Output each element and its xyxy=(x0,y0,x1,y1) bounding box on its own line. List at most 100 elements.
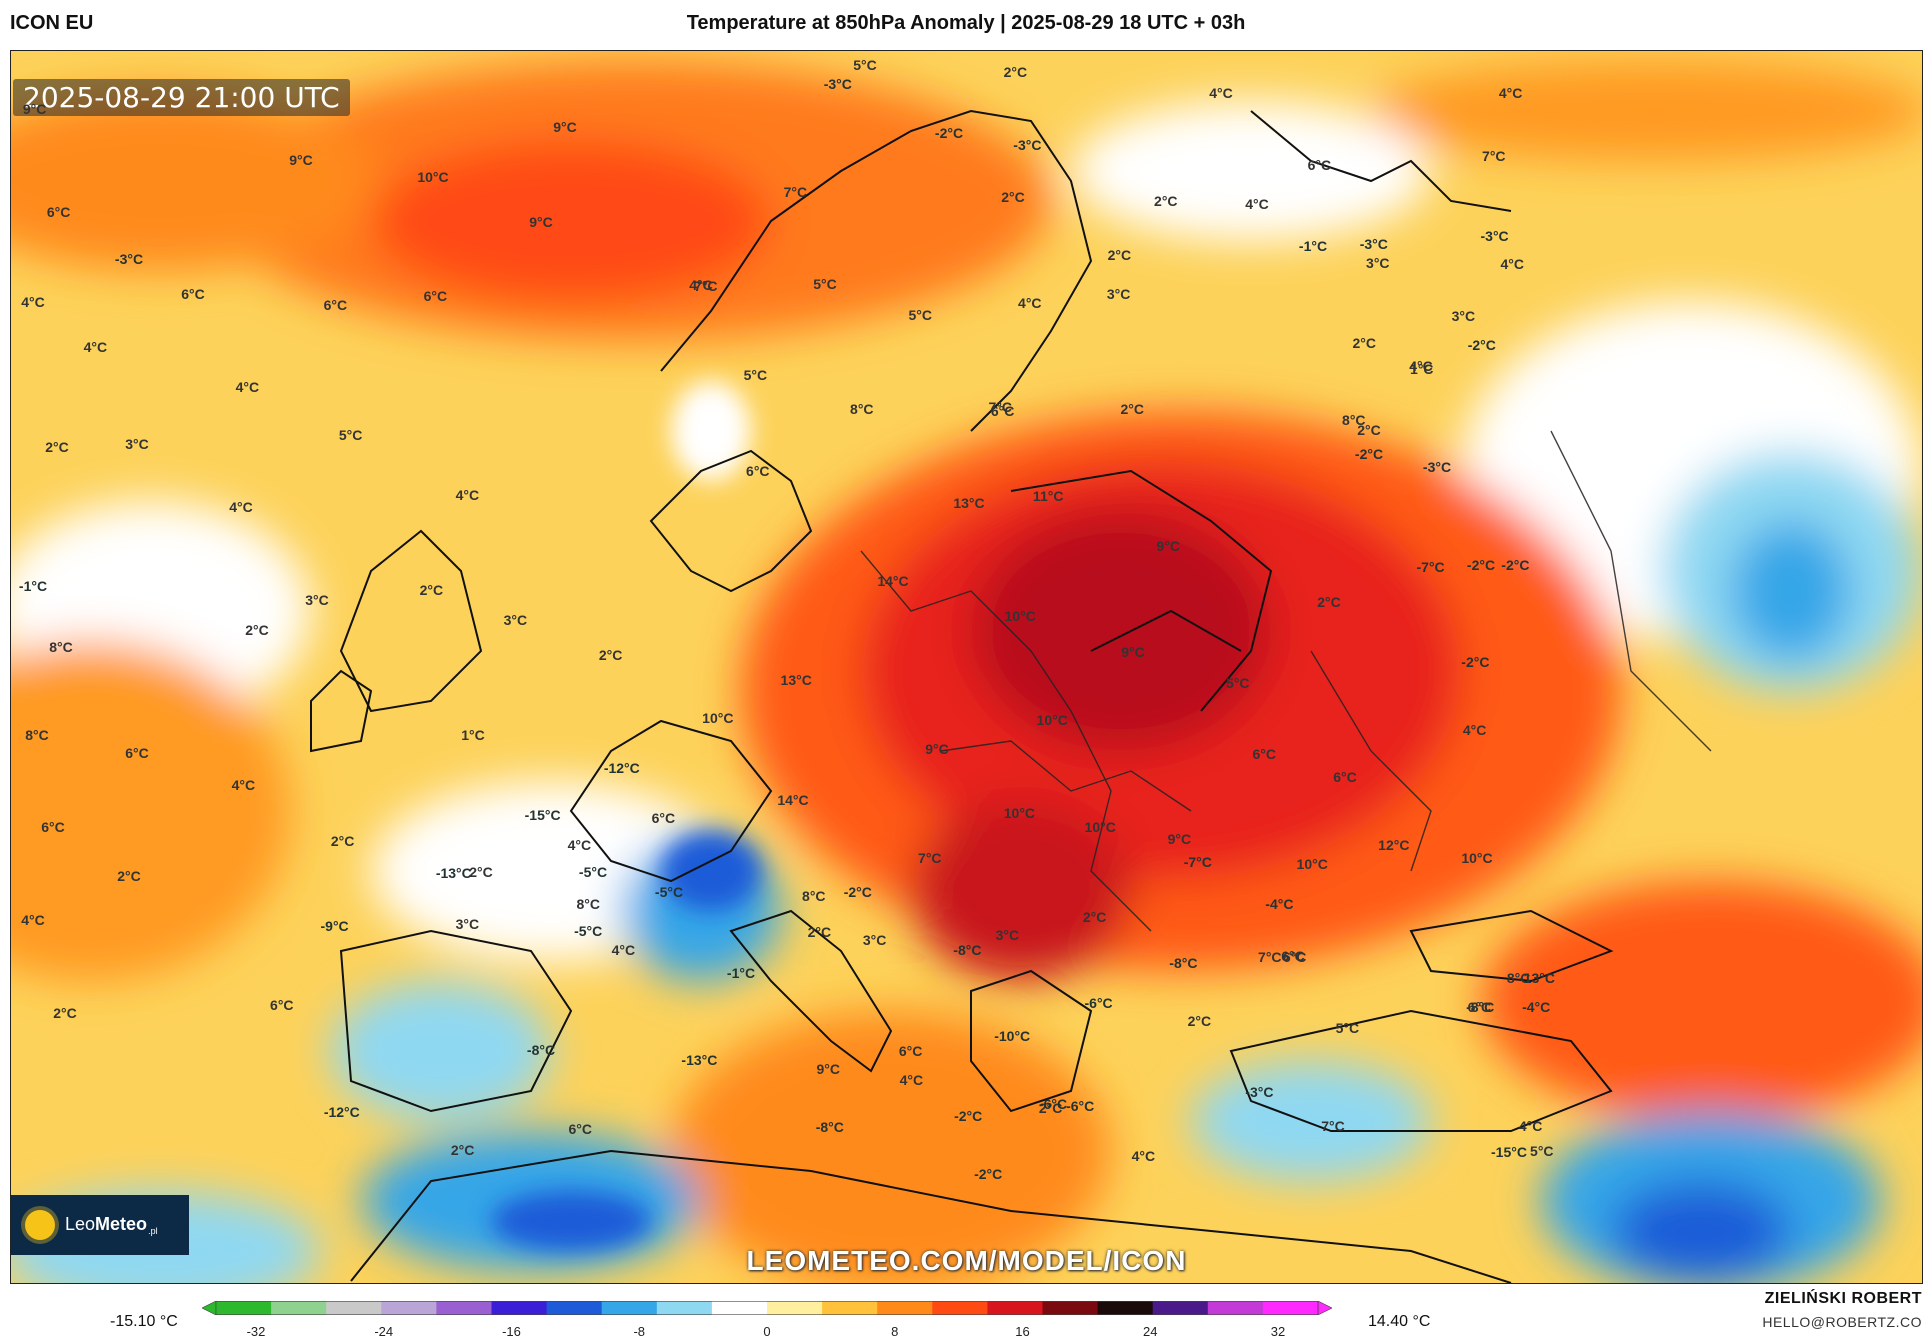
isotherm-label: 9°C xyxy=(1167,831,1192,848)
isotherm-label: 6°C xyxy=(746,463,770,480)
isotherm-label: -4°C xyxy=(1522,999,1551,1016)
colorbar-segment xyxy=(711,1301,768,1315)
colorbar-segment xyxy=(436,1301,492,1315)
country-borders xyxy=(860,430,1712,932)
isotherm-label: 2°C xyxy=(469,864,493,881)
isotherm-label: 4°C xyxy=(21,293,45,310)
isotherm-label: -1°C xyxy=(18,578,48,595)
colorbar-max-arrow xyxy=(1317,1301,1332,1315)
colorbar-tick-label: 32 xyxy=(1270,1324,1286,1339)
isotherm-label: 6°C xyxy=(1252,745,1276,762)
isotherm-label: 1°C xyxy=(461,727,485,744)
coastlines xyxy=(310,109,1614,1283)
isotherm-label: 4°C xyxy=(83,338,108,355)
isotherm-label: -2°C xyxy=(1354,445,1384,462)
isotherm-label: 7°C xyxy=(783,184,808,201)
isotherm-label: 5°C xyxy=(1530,1143,1554,1159)
isotherm-label: 9°C xyxy=(553,119,577,136)
isotherm-label: 8°C xyxy=(850,401,874,418)
isotherm-label: -2°C xyxy=(1466,556,1496,573)
isotherm-label: 10°C xyxy=(417,168,449,185)
isotherm-label: 2°C xyxy=(1352,335,1376,352)
isotherm-label: 3°C xyxy=(1451,307,1476,324)
colorbar-segment xyxy=(1097,1301,1154,1315)
colorbar-segment xyxy=(932,1301,988,1315)
isotherm-label: -2°C xyxy=(974,1166,1003,1182)
isotherm-label: 2°C xyxy=(1082,909,1107,926)
anomaly-map: 2025-08-29 21:00 UTC 9°C 10°C 9°C 9°C 9°C 6°C… xyxy=(10,50,1923,1284)
isotherm-label: 4°C xyxy=(611,941,636,958)
isotherm-label: 5°C xyxy=(338,427,363,444)
isotherm-label: 5°C xyxy=(743,367,768,384)
isotherm-label: -12°C xyxy=(603,760,640,777)
isotherm-label: 8°C xyxy=(1342,411,1366,428)
colorbar-segment xyxy=(877,1301,933,1315)
author-email[interactable]: HELLO@ROBERTZ.CO xyxy=(1762,1314,1922,1330)
isotherm-label: 8°C xyxy=(576,895,600,912)
colorbar-min-arrow xyxy=(202,1301,217,1315)
colorbar-segment xyxy=(546,1301,603,1315)
isotherm-label: 9°C xyxy=(22,100,47,117)
isotherm-label: 4°C xyxy=(1018,294,1042,311)
isotherm-label: -4°C xyxy=(1265,896,1294,913)
colorbar-segment xyxy=(1262,1301,1319,1315)
isotherm-label: -5°C xyxy=(578,864,608,881)
isotherm-label: 9°C xyxy=(925,740,949,757)
isotherm-label: -8°C xyxy=(953,942,982,959)
leometeo-logo[interactable]: LeoMeteo.pl xyxy=(11,1195,189,1255)
isotherm-label: 4°C xyxy=(689,277,713,294)
isotherm-label: 2°C xyxy=(245,622,269,639)
sun-icon xyxy=(25,1210,55,1240)
isotherm-label: 5°C xyxy=(853,57,877,73)
isotherm-label: -3°C xyxy=(1480,227,1509,244)
isotherm-label: -1°C xyxy=(1298,237,1328,254)
isotherm-label: 13°C xyxy=(953,495,985,512)
valid-time-label: 2025-08-29 21:00 UTC xyxy=(13,79,350,116)
isotherm-label: -3°C xyxy=(1422,459,1452,476)
isotherm-label: 13°C xyxy=(780,671,812,688)
isotherm-label: 2°C xyxy=(1003,63,1028,80)
isotherm-label: 6°C xyxy=(990,403,1015,420)
isotherm-label: 7°C xyxy=(1321,1118,1345,1135)
colorbar-segment xyxy=(491,1301,548,1315)
isotherm-label: -1°C xyxy=(726,965,756,982)
isotherm-label: 8°C xyxy=(49,638,73,655)
isotherm-label: 6°C xyxy=(270,996,294,1013)
colorbar-min-label: -15.10 °C xyxy=(110,1313,178,1330)
isotherm-label: 2°C xyxy=(1187,1013,1212,1030)
colorbar-segment xyxy=(271,1301,327,1315)
isotherm-label: 3°C xyxy=(455,915,480,932)
isotherm-label: 4°C xyxy=(21,912,45,929)
isotherm-label: 2°C xyxy=(1107,246,1132,263)
isotherm-label: -8°C xyxy=(1466,998,1495,1015)
isotherm-label: 2°C xyxy=(1120,401,1144,418)
colorbar-tick-label: 8 xyxy=(891,1324,899,1339)
isotherm-label: -2°C xyxy=(1501,556,1530,573)
map-title: Temperature at 850hPa Anomaly | 2025-08-… xyxy=(686,12,1246,34)
isotherm-label: -7°C xyxy=(1416,558,1445,575)
isotherm-label: 5°C xyxy=(1226,674,1250,691)
colorbar-segment xyxy=(656,1301,713,1315)
colorbar-segment xyxy=(767,1301,823,1315)
isotherm-label: 7°C xyxy=(694,278,718,295)
colorbar-gradient xyxy=(202,1301,1332,1315)
isotherm-label: 2°C xyxy=(450,1142,475,1159)
isotherm-label: 4°C xyxy=(455,487,480,504)
isotherm-label: -6°C xyxy=(1066,1097,1095,1114)
isotherm-label: 6°C xyxy=(423,288,448,305)
colorbar xyxy=(202,1301,1332,1315)
colorbar-segment xyxy=(326,1301,382,1315)
isotherm-label: 4°C xyxy=(229,499,253,515)
isotherm-label: -3°C xyxy=(1245,1084,1274,1101)
isotherm-label: 2°C xyxy=(330,832,355,849)
isotherm-label: -2°C xyxy=(934,124,964,141)
colorbar-tick-label: 24 xyxy=(1143,1324,1158,1339)
isotherm-label: 4°C xyxy=(1409,358,1433,375)
author-name: ZIELIŃSKI ROBERT xyxy=(1764,1290,1922,1307)
isotherm-label: -13°C xyxy=(681,1051,718,1068)
isotherm-label: 10°C xyxy=(1003,805,1036,822)
model-name: ICON EU xyxy=(10,12,94,34)
isotherm-label: 14°C xyxy=(877,572,909,589)
isotherm-label: 4°C xyxy=(1245,196,1269,213)
isotherm-label: -5°C xyxy=(574,923,603,940)
